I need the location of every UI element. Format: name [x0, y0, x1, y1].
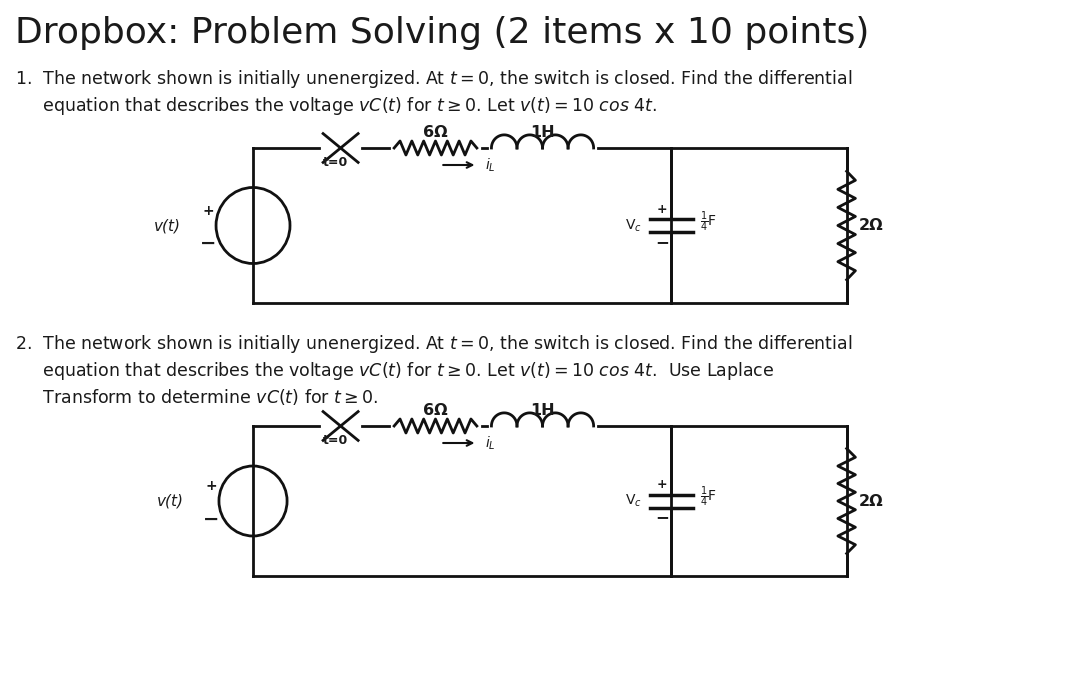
Text: 2Ω: 2Ω [859, 493, 883, 508]
Text: −: − [203, 510, 219, 528]
Text: 1H: 1H [530, 125, 555, 140]
Text: $i_L$: $i_L$ [485, 156, 496, 173]
Text: +: + [657, 202, 667, 215]
Text: $i_L$: $i_L$ [485, 434, 496, 452]
Text: V$_c$: V$_c$ [625, 217, 643, 234]
Text: 1.  The network shown is initially unenergized. At $t = 0$, the switch is closed: 1. The network shown is initially unener… [15, 68, 852, 90]
Text: 6Ω: 6Ω [423, 403, 448, 418]
Text: 1H: 1H [530, 403, 555, 418]
Text: 6Ω: 6Ω [423, 125, 448, 140]
Text: equation that describes the voltage $vC(t)$ for $t \geq 0$. Let $v(t) = 10$ $cos: equation that describes the voltage $vC(… [15, 360, 774, 382]
Text: v(t): v(t) [153, 218, 180, 233]
Text: t=0: t=0 [323, 434, 349, 447]
Text: +: + [205, 479, 217, 493]
Text: +: + [657, 478, 667, 491]
Text: V$_c$: V$_c$ [625, 493, 643, 509]
Text: t=0: t=0 [323, 156, 349, 169]
Text: equation that describes the voltage $vC(t)$ for $t \geq 0$. Let $v(t) = 10$ $cos: equation that describes the voltage $vC(… [15, 95, 657, 117]
Text: Dropbox: Problem Solving (2 items x 10 points): Dropbox: Problem Solving (2 items x 10 p… [15, 16, 869, 50]
Text: 2Ω: 2Ω [859, 218, 883, 233]
Text: −: − [654, 508, 669, 526]
Text: +: + [202, 204, 214, 217]
Text: −: − [654, 233, 669, 251]
Text: $\frac{1}{4}$F: $\frac{1}{4}$F [700, 209, 717, 234]
Text: $\frac{1}{4}$F: $\frac{1}{4}$F [700, 485, 717, 509]
Text: v(t): v(t) [157, 493, 184, 508]
Text: Transform to determine $vC(t)$ for $t \geq 0$.: Transform to determine $vC(t)$ for $t \g… [15, 387, 378, 407]
Text: 2.  The network shown is initially unenergized. At $t = 0$, the switch is closed: 2. The network shown is initially unener… [15, 333, 852, 355]
Text: −: − [200, 234, 216, 253]
